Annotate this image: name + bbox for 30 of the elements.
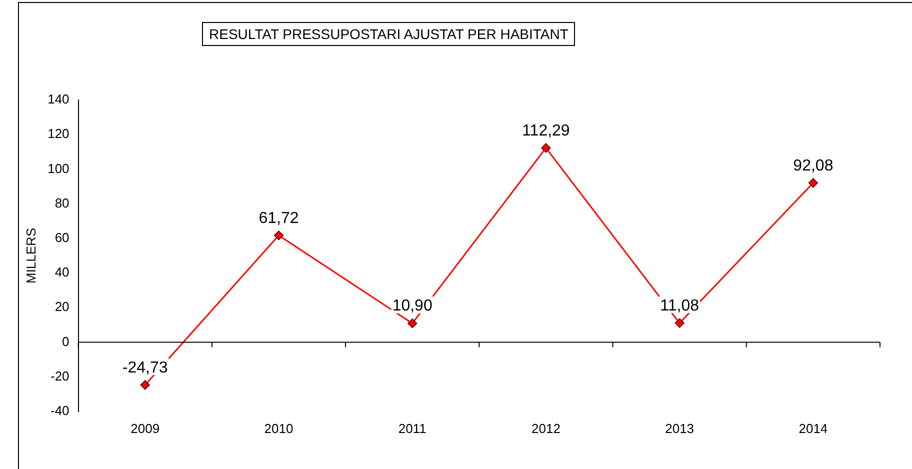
data-label: 92,08 [793, 157, 834, 174]
x-tick-label: 2011 [398, 420, 426, 436]
x-tick-label: 2013 [665, 420, 694, 436]
y-tick-label: -20 [50, 368, 70, 384]
x-tick-label: 2012 [531, 420, 560, 436]
data-label: 10,90 [392, 298, 432, 315]
y-tick-label: 80 [54, 195, 70, 210]
point [408, 318, 418, 328]
y-tick-label: 140 [48, 92, 70, 107]
y-tick-label: 60 [54, 230, 70, 245]
data-label: 11,08 [660, 297, 700, 314]
data-label: -24,73 [122, 359, 168, 376]
point [140, 380, 150, 390]
y-axis-title: MILLERS [23, 228, 38, 284]
chart-title: RESULTAT PRESSUPOSTARI AJUSTAT PER HABITANT [202, 22, 576, 46]
point [541, 143, 551, 153]
data-label: 112,29 [522, 122, 570, 140]
x-tick-label: 2010 [264, 420, 294, 436]
y-tick-label: 20 [54, 299, 70, 314]
data-label: 61,72 [258, 210, 299, 227]
y-tick-label: 100 [48, 160, 70, 176]
x-tick-label: 2014 [798, 420, 828, 436]
y-tick-label: -40 [50, 402, 70, 418]
x-tick-label: 2009 [130, 420, 160, 436]
y-tick-label: 0 [62, 334, 70, 349]
point [808, 178, 818, 188]
y-tick-label: 120 [48, 126, 70, 142]
point [274, 230, 284, 240]
y-tick-label: 40 [54, 264, 70, 280]
point [674, 318, 684, 328]
